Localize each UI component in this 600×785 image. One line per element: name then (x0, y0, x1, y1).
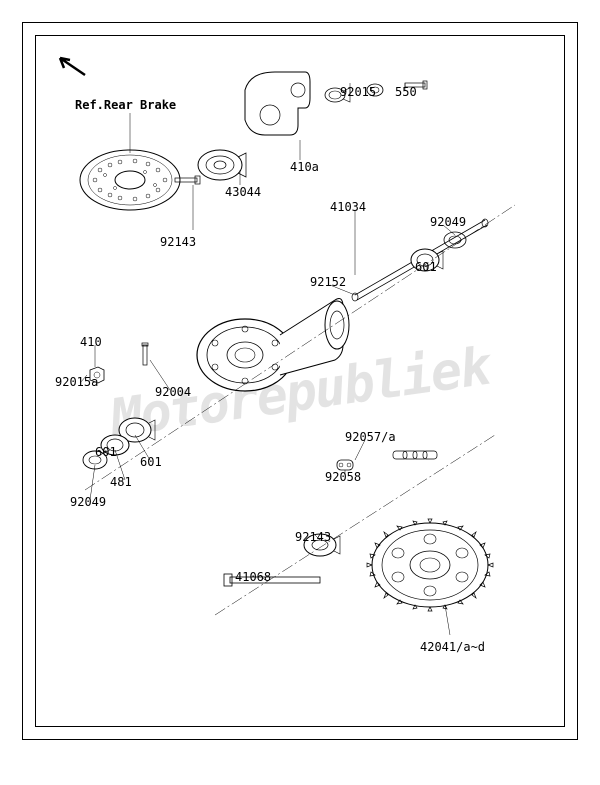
label-92143: 92143 (160, 235, 196, 249)
label-410: 410 (80, 335, 102, 349)
label-92004: 92004 (155, 385, 191, 399)
parts-diagram (35, 35, 565, 727)
label-41034: 41034 (330, 200, 366, 214)
label-92049b: 92049 (70, 495, 106, 509)
label-92143b: 92143 (295, 530, 331, 544)
label-42041: 42041/a~d (420, 640, 485, 654)
label-601c: 601 (95, 445, 117, 459)
label-92049: 92049 (430, 215, 466, 229)
label-41068: 41068 (235, 570, 271, 584)
label-92058: 92058 (325, 470, 361, 484)
label-410a: 410a (290, 160, 319, 174)
label-601: 601 (415, 260, 437, 274)
label-550: 550 (395, 85, 417, 99)
label-92152: 92152 (310, 275, 346, 289)
label-43044: 43044 (225, 185, 261, 199)
label-601b: 601 (140, 455, 162, 469)
label-481: 481 (110, 475, 132, 489)
label-92015a: 92015a (55, 375, 98, 389)
label-92057a: 92057/a (345, 430, 396, 444)
label-92015: 92015 (340, 85, 376, 99)
